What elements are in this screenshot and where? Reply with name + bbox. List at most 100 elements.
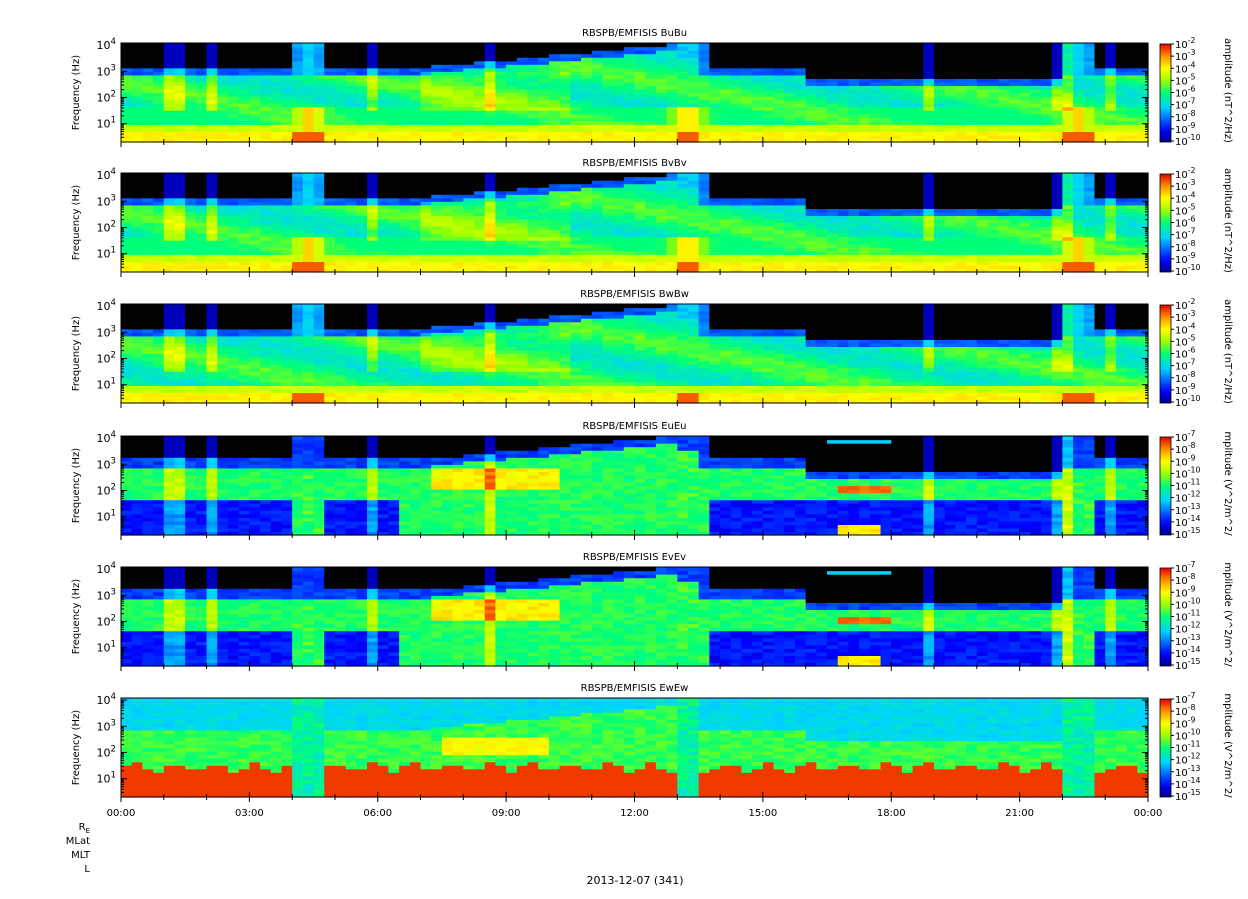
heatmap-cell [784, 53, 796, 58]
heatmap-cell [591, 211, 604, 217]
heatmap-cell [794, 176, 807, 181]
heatmap-cell [859, 134, 871, 140]
heatmap-cell [934, 71, 946, 76]
heatmap-cell [837, 64, 850, 69]
heatmap-cell [153, 106, 165, 111]
heatmap-cell [516, 190, 529, 195]
heatmap-cell [934, 127, 946, 132]
heatmap-cell [495, 254, 507, 259]
heatmap-cell [324, 74, 336, 79]
heatmap-cell [495, 208, 507, 213]
heatmap-cell [292, 183, 304, 188]
heatmap-cell [302, 124, 315, 129]
heatmap-cell [313, 250, 325, 255]
heatmap-cell [463, 197, 475, 202]
heatmap-cell [613, 240, 625, 245]
heatmap-cell [313, 218, 325, 224]
heatmap-cell [206, 138, 218, 143]
heatmap-cell [474, 85, 486, 90]
heatmap-cell [944, 53, 957, 58]
heatmap-cell [859, 96, 871, 101]
heatmap-cell [891, 229, 903, 234]
heatmap-cell [356, 226, 368, 231]
heatmap-cell [131, 71, 143, 76]
heatmap-cell [581, 64, 593, 69]
heatmap-cell [934, 208, 946, 213]
heatmap-cell [1051, 99, 1064, 104]
heatmap-cell [741, 99, 753, 104]
heatmap-cell [730, 187, 743, 192]
heatmap-cell [142, 110, 154, 115]
heatmap-cell [976, 99, 989, 104]
heatmap-cell [174, 99, 186, 104]
heatmap-cell [474, 215, 486, 220]
heatmap-cell [142, 117, 154, 122]
heatmap-cell [1105, 124, 1117, 129]
heatmap-cell [634, 71, 646, 76]
heatmap-cell [1030, 50, 1042, 55]
heatmap-cell [538, 190, 550, 195]
heatmap-cell [409, 92, 422, 97]
heatmap-cell [944, 50, 957, 55]
heatmap-cell [452, 103, 464, 108]
heatmap-cell [687, 88, 700, 94]
heatmap-cell [506, 71, 518, 76]
heatmap-cell [121, 229, 133, 234]
heatmap-cell [998, 117, 1010, 122]
heatmap-cell [409, 254, 422, 259]
heatmap-cell [1019, 81, 1031, 87]
heatmap-cell [773, 204, 785, 209]
heatmap-cell [195, 218, 208, 224]
heatmap-cell [570, 173, 582, 178]
heatmap-cell [292, 92, 304, 97]
heatmap-cell [677, 106, 689, 111]
heatmap-cell [1137, 85, 1149, 90]
heatmap-cell [227, 218, 240, 224]
heatmap-cell [923, 88, 935, 94]
heatmap-cell [409, 57, 422, 62]
heatmap-cell [794, 257, 807, 262]
heatmap-cell [495, 113, 507, 118]
heatmap-cell [837, 243, 850, 248]
heatmap-cell [698, 88, 710, 94]
heatmap-cell [495, 85, 507, 90]
heatmap-cell [463, 215, 475, 220]
heatmap-cell [773, 88, 785, 94]
heatmap-cell [227, 74, 240, 79]
heatmap-cell [420, 187, 432, 192]
heatmap-cell [185, 222, 197, 227]
heatmap-cell [912, 85, 924, 90]
heatmap-cell [334, 240, 347, 245]
heatmap-cell [613, 103, 625, 108]
heatmap-cell [709, 103, 721, 108]
heatmap-cell [1137, 106, 1149, 111]
heatmap-cell [302, 254, 315, 259]
heatmap-cell [581, 201, 593, 206]
heatmap-cell [773, 268, 785, 273]
heatmap-cell [634, 53, 646, 58]
heatmap-cell [527, 215, 539, 220]
heatmap-cell [923, 96, 935, 101]
heatmap-cell [506, 229, 518, 234]
heatmap-cell [581, 103, 593, 108]
heatmap-cell [292, 208, 304, 213]
heatmap-cell [687, 124, 700, 129]
heatmap-cell [720, 215, 732, 220]
heatmap-cell [506, 208, 518, 213]
heatmap-cell [655, 176, 668, 181]
heatmap-cell [901, 117, 914, 122]
heatmap-cell [399, 92, 411, 97]
heatmap-cell [313, 247, 325, 252]
heatmap-cell [634, 81, 646, 87]
heatmap-cell [1008, 50, 1021, 55]
heatmap-cell [399, 254, 411, 259]
heatmap-cell [313, 127, 325, 132]
heatmap-cell [260, 247, 272, 252]
heatmap-cell [794, 222, 807, 227]
heatmap-cell [837, 43, 850, 48]
heatmap-cell [409, 243, 422, 248]
heatmap-cell [431, 233, 443, 238]
heatmap-cell [730, 229, 743, 234]
heatmap-cell [955, 134, 967, 140]
heatmap-cell [238, 240, 250, 245]
